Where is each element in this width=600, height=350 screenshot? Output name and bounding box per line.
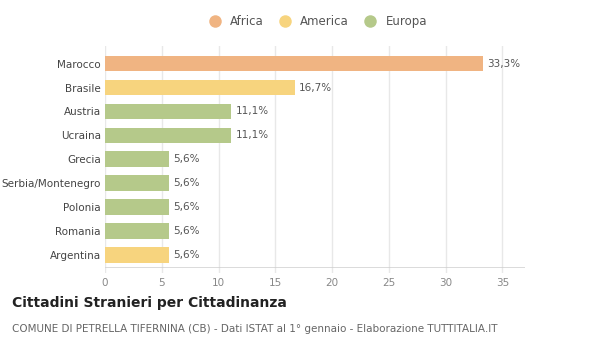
Legend: Africa, America, Europa: Africa, America, Europa: [198, 10, 432, 33]
Text: 16,7%: 16,7%: [299, 83, 332, 92]
Text: 5,6%: 5,6%: [173, 250, 200, 260]
Text: 5,6%: 5,6%: [173, 178, 200, 188]
Bar: [105, 175, 169, 191]
Text: 11,1%: 11,1%: [236, 130, 269, 140]
Text: COMUNE DI PETRELLA TIFERNINA (CB) - Dati ISTAT al 1° gennaio - Elaborazione TUTT: COMUNE DI PETRELLA TIFERNINA (CB) - Dati…: [12, 324, 497, 334]
Bar: [105, 104, 231, 119]
Text: 5,6%: 5,6%: [173, 202, 200, 212]
Text: 5,6%: 5,6%: [173, 154, 200, 164]
Text: 33,3%: 33,3%: [488, 58, 521, 69]
Bar: [105, 80, 295, 95]
Bar: [105, 199, 169, 215]
Bar: [105, 247, 169, 262]
Text: 5,6%: 5,6%: [173, 226, 200, 236]
Bar: [105, 152, 169, 167]
Bar: [105, 56, 483, 71]
Bar: [105, 127, 231, 143]
Text: 11,1%: 11,1%: [236, 106, 269, 117]
Text: Cittadini Stranieri per Cittadinanza: Cittadini Stranieri per Cittadinanza: [12, 296, 287, 310]
Bar: [105, 223, 169, 239]
